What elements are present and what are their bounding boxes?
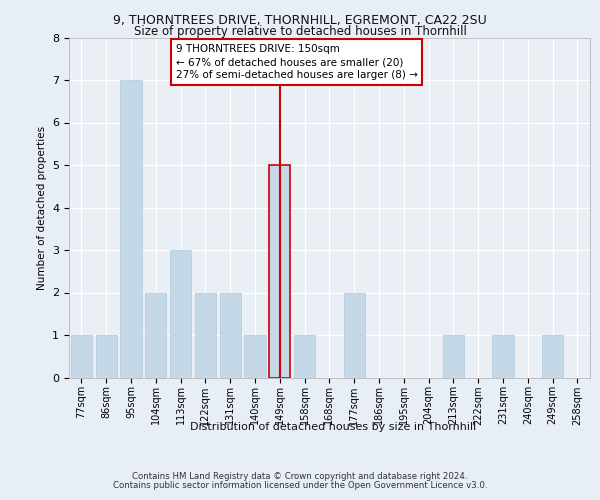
- Bar: [493, 335, 514, 378]
- Y-axis label: Number of detached properties: Number of detached properties: [37, 126, 47, 290]
- Bar: [71, 335, 92, 378]
- Bar: [220, 292, 241, 378]
- Text: Contains public sector information licensed under the Open Government Licence v3: Contains public sector information licen…: [113, 481, 487, 490]
- Bar: [542, 335, 563, 378]
- Bar: [121, 80, 142, 378]
- Text: Distribution of detached houses by size in Thornhill: Distribution of detached houses by size …: [190, 422, 476, 432]
- Bar: [244, 335, 266, 378]
- Bar: [269, 165, 290, 378]
- Bar: [294, 335, 315, 378]
- Bar: [443, 335, 464, 378]
- Text: Size of property relative to detached houses in Thornhill: Size of property relative to detached ho…: [134, 25, 466, 38]
- Text: Contains HM Land Registry data © Crown copyright and database right 2024.: Contains HM Land Registry data © Crown c…: [132, 472, 468, 481]
- Bar: [195, 292, 216, 378]
- Bar: [344, 292, 365, 378]
- Text: 9, THORNTREES DRIVE, THORNHILL, EGREMONT, CA22 2SU: 9, THORNTREES DRIVE, THORNHILL, EGREMONT…: [113, 14, 487, 27]
- Bar: [145, 292, 166, 378]
- Bar: [95, 335, 117, 378]
- Text: 9 THORNTREES DRIVE: 150sqm
← 67% of detached houses are smaller (20)
27% of semi: 9 THORNTREES DRIVE: 150sqm ← 67% of deta…: [176, 44, 418, 80]
- Bar: [170, 250, 191, 378]
